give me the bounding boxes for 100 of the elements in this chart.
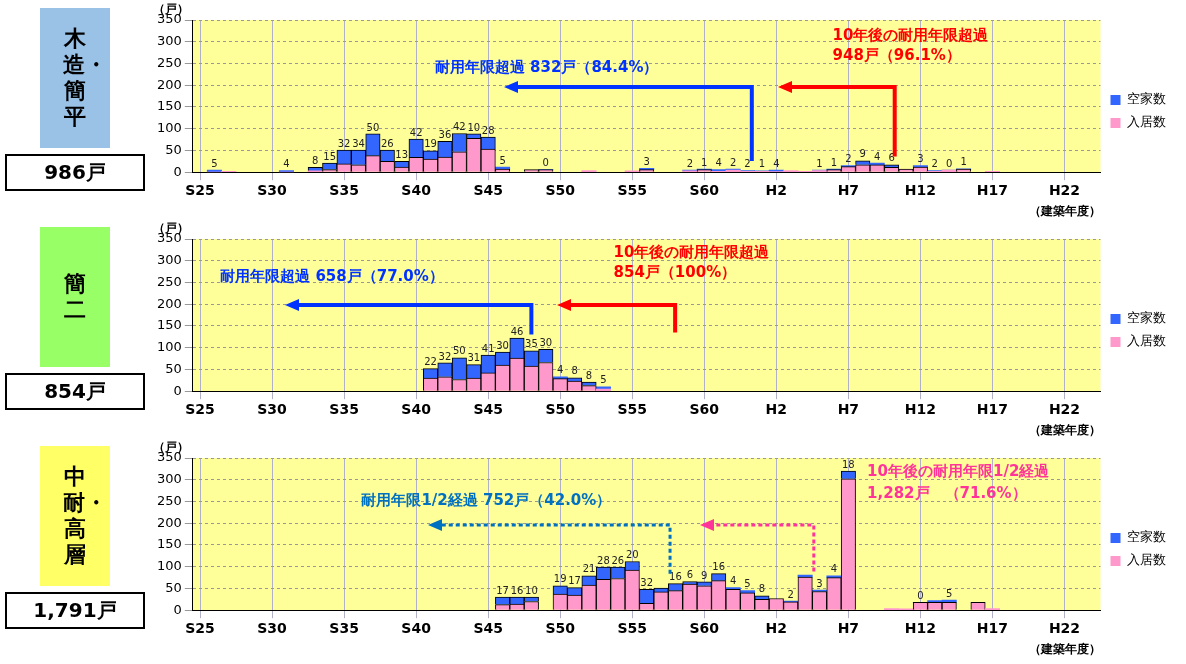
data-label: 5 <box>499 154 506 166</box>
x-tick-label: S60 <box>689 620 720 637</box>
data-label: 0 <box>542 157 549 169</box>
legend-label: 空家数 <box>1127 529 1166 545</box>
x-tick-label: S55 <box>617 182 648 199</box>
data-label: 18 <box>842 458 855 470</box>
y-tick-label: 250 <box>156 273 182 289</box>
x-tick-label: H12 <box>904 620 936 637</box>
x-tick-label: S45 <box>473 401 503 418</box>
data-label: 32 <box>640 576 654 588</box>
y-tick-label: 100 <box>156 558 182 574</box>
y-tick-label: 150 <box>156 317 182 333</box>
data-label: 2 <box>686 157 694 169</box>
data-label: 19 <box>424 138 437 150</box>
x-axis-title: （建築年度） <box>1028 204 1101 219</box>
data-label: 13 <box>395 148 409 160</box>
x-tick-label: S25 <box>185 620 215 637</box>
x-tick-label: S40 <box>401 182 432 199</box>
x-tick-label: S50 <box>545 182 576 199</box>
x-tick-label: S50 <box>545 401 576 418</box>
data-label: 0 <box>917 589 924 601</box>
annotation: 1,282戸 （71.6%） <box>867 483 1027 502</box>
data-label: 35 <box>525 338 538 350</box>
data-label: 31 <box>467 352 481 364</box>
x-tick-label: S30 <box>257 620 288 637</box>
x-tick-label: S25 <box>185 401 215 418</box>
y-tick-label: 150 <box>156 536 182 552</box>
data-label: 0 <box>946 157 953 169</box>
x-tick-label: H2 <box>765 401 788 418</box>
y-tick-label: 0 <box>173 601 182 617</box>
data-label: 1 <box>830 156 838 168</box>
data-label: 19 <box>553 573 567 585</box>
annotation: 耐用年限1/2経過 752戸（42.0%） <box>361 491 612 510</box>
data-label: 34 <box>352 137 365 149</box>
data-label: 32 <box>438 350 452 362</box>
y-tick-label: 150 <box>156 98 182 114</box>
annotation: 耐用年限超過 832戸（84.4%） <box>434 57 659 76</box>
data-label: 8 <box>571 365 578 377</box>
annotation: 10年後の耐用年限超過 <box>613 242 771 261</box>
data-label: 21 <box>582 563 596 575</box>
y-tick-label: 50 <box>165 360 182 376</box>
data-label: 2 <box>744 158 751 170</box>
x-tick-label: H22 <box>1048 182 1081 199</box>
data-label: 30 <box>496 339 509 351</box>
annotation: 948戸（96.1%） <box>832 45 961 64</box>
x-tick-label: S60 <box>689 401 720 418</box>
x-tick-label: H2 <box>765 620 788 637</box>
panel-tag: 簡二 <box>40 227 110 367</box>
data-label: 28 <box>597 554 610 566</box>
data-label: 2 <box>729 156 737 168</box>
legend-label: 空家数 <box>1127 310 1166 326</box>
data-label: 6 <box>686 569 694 581</box>
data-label: 1 <box>701 156 708 168</box>
data-label: 4 <box>873 150 881 162</box>
x-tick-label: H17 <box>976 182 1009 199</box>
y-tick-label: 250 <box>156 54 182 70</box>
data-label: 30 <box>539 337 553 349</box>
y-tick-label: 300 <box>156 471 182 487</box>
y-tick-label: 200 <box>156 514 182 530</box>
annotation: 854戸（100%） <box>613 262 737 281</box>
x-axis-title: （建築年度） <box>1028 642 1101 657</box>
data-label: 3 <box>917 153 924 165</box>
y-tick-label: 100 <box>156 339 182 355</box>
data-label: 4 <box>283 158 290 170</box>
x-tick-label: S30 <box>257 182 288 199</box>
text: 854戸 <box>5 373 145 410</box>
y-tick-label: 0 <box>173 382 182 398</box>
legend-label: 入居数 <box>1127 552 1166 568</box>
x-tick-label: H17 <box>976 620 1009 637</box>
x-tick-label: S35 <box>329 182 359 199</box>
data-label: 22 <box>424 356 437 368</box>
data-label: 16 <box>712 561 726 573</box>
x-tick-label: S45 <box>473 620 503 637</box>
y-tick-label: 0 <box>173 163 182 179</box>
data-label: 5 <box>744 578 751 590</box>
x-tick-label: S40 <box>401 620 432 637</box>
x-tick-label: H7 <box>837 620 860 637</box>
x-tick-label: S35 <box>329 620 359 637</box>
data-label: 5 <box>211 157 218 169</box>
data-label: 16 <box>669 571 682 583</box>
y-tick-label: 50 <box>165 579 182 595</box>
data-label: 1 <box>758 158 766 170</box>
data-label: 46 <box>510 325 524 337</box>
data-label: 32 <box>337 137 351 149</box>
y-tick-label: 300 <box>156 252 182 268</box>
x-axis-title: （建築年度） <box>1028 423 1101 438</box>
data-label: 20 <box>625 549 639 561</box>
data-label: 1 <box>816 157 823 169</box>
data-label: 9 <box>859 148 866 160</box>
y-tick-label: 50 <box>165 141 182 157</box>
legend-label: 空家数 <box>1127 91 1166 107</box>
x-tick-label: S55 <box>617 620 648 637</box>
panel-tag: 木造・簡平 <box>40 8 110 148</box>
data-label: 8 <box>585 369 593 381</box>
x-tick-label: S25 <box>185 182 215 199</box>
data-label: 8 <box>758 583 766 595</box>
data-label: 50 <box>452 345 466 357</box>
x-tick-label: S45 <box>473 182 503 199</box>
data-label: 17 <box>568 575 581 587</box>
data-label: 4 <box>830 563 838 575</box>
